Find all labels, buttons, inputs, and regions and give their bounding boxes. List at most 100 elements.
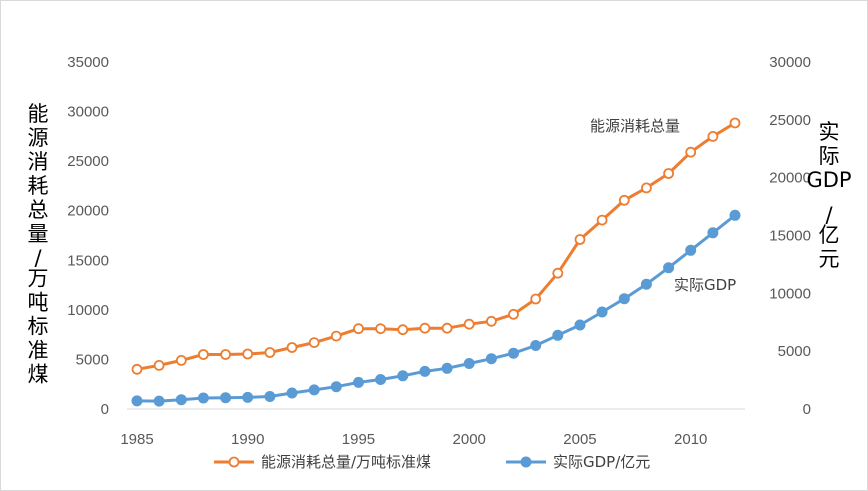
data-point-energy-1996	[375, 323, 387, 335]
axis-label-glyph: 万	[28, 266, 49, 290]
data-point-energy-1998	[419, 322, 431, 334]
axis-label-glyph: 标	[28, 314, 49, 338]
axis-label-glyph: 准	[28, 338, 49, 362]
data-point-energy-2010	[685, 146, 697, 158]
data-point-gdp-1991	[264, 391, 276, 402]
legend-label-energy: 能源消耗总量/万吨标准煤	[261, 453, 431, 471]
axis-label-glyph: /	[34, 246, 42, 270]
axis-label-glyph: 源	[28, 126, 49, 150]
axis-label-glyph: /	[825, 203, 833, 227]
right-tick-label: 30000	[769, 54, 811, 71]
data-point-energy-1988	[197, 349, 209, 360]
series-end-label-energy: 能源消耗总量	[590, 117, 680, 135]
x-tick-label: 2005	[563, 431, 596, 448]
axis-label-glyph: GDP	[806, 168, 851, 192]
x-tick-label: 1985	[120, 431, 153, 448]
axis-label-glyph: 总	[28, 198, 49, 222]
data-point-gdp-2010	[685, 244, 697, 256]
data-point-gdp-1996	[375, 374, 387, 385]
legend-label-gdp: 实际GDP/亿元	[553, 453, 650, 471]
left-axis-ticks: 0 5000 10000 15000 20000 25000 30000 35000	[67, 54, 109, 418]
data-point-energy-2002	[508, 308, 519, 320]
series-layer	[131, 117, 741, 407]
data-point-energy-2011	[707, 130, 719, 142]
left-tick-label: 5000	[76, 351, 109, 368]
data-point-energy-2003	[530, 293, 542, 305]
data-point-gdp-1998	[419, 365, 431, 377]
x-axis-ticks: 1985 1990 1995 2000 2005 2010	[120, 431, 707, 448]
data-point-energy-2000	[463, 318, 475, 330]
x-tick-label: 2010	[674, 431, 707, 448]
data-point-gdp-1988	[197, 392, 209, 404]
axis-label-glyph: 元	[819, 247, 840, 271]
right-tick-label: 0	[803, 401, 811, 418]
data-point-gdp-2008	[640, 278, 652, 290]
data-point-gdp-1994	[330, 381, 342, 393]
right-tick-label: 10000	[769, 285, 811, 302]
series-end-label-gdp: 实际GDP	[674, 276, 736, 294]
series-line-energy	[136, 121, 736, 371]
data-point-energy-2009	[663, 168, 674, 179]
axis-label-glyph: 亿	[819, 223, 840, 247]
data-point-gdp-1990	[242, 391, 254, 403]
data-point-energy-2006	[596, 214, 608, 226]
axis-label-glyph: 煤	[28, 362, 49, 386]
data-point-energy-1993	[308, 337, 320, 349]
data-point-energy-2001	[485, 315, 497, 327]
legend-marker-gdp	[520, 456, 532, 468]
series-line-gdp	[136, 214, 736, 403]
data-point-energy-2007	[618, 194, 630, 206]
data-point-gdp-1992	[286, 387, 298, 399]
x-tick-label: 1995	[342, 431, 375, 448]
axis-label-glyph: 能	[28, 102, 49, 126]
data-point-energy-1986	[153, 359, 165, 371]
data-point-energy-1999	[441, 322, 453, 334]
data-point-gdp-2001	[485, 353, 497, 365]
left-tick-label: 25000	[67, 153, 109, 170]
left-axis-label: 能源消耗总量/万吨标准煤	[28, 102, 49, 386]
data-point-gdp-1993	[308, 384, 320, 396]
data-point-gdp-1997	[397, 370, 409, 382]
axis-label-glyph: 实	[819, 120, 840, 144]
axis-label-glyph: 量	[28, 222, 49, 246]
left-tick-label: 30000	[67, 104, 109, 121]
left-tick-label: 0	[101, 401, 109, 418]
data-point-energy-1989	[220, 349, 232, 360]
legend-marker-energy	[228, 456, 240, 468]
right-tick-label: 15000	[769, 228, 811, 245]
data-point-gdp-2005	[574, 319, 586, 331]
data-point-gdp-1995	[353, 376, 364, 388]
data-point-energy-1992	[286, 342, 298, 353]
data-point-energy-1985	[131, 363, 143, 375]
left-tick-label: 10000	[67, 302, 109, 319]
data-point-energy-1990	[242, 348, 254, 360]
axis-label-glyph: 耗	[28, 174, 49, 198]
data-point-gdp-2004	[552, 329, 564, 341]
data-point-energy-2004	[552, 267, 564, 279]
data-point-gdp-2002	[508, 347, 519, 359]
data-point-gdp-2003	[530, 340, 542, 351]
data-point-gdp-1989	[220, 392, 232, 404]
data-point-gdp-2009	[663, 262, 675, 274]
data-point-energy-2012	[729, 117, 741, 129]
data-point-energy-1987	[175, 354, 187, 366]
left-tick-label: 35000	[67, 54, 109, 71]
data-point-gdp-2000	[463, 358, 475, 369]
data-point-gdp-1999	[441, 362, 453, 374]
axis-label-glyph: 际	[819, 144, 840, 168]
left-tick-label: 15000	[67, 252, 109, 269]
data-point-energy-2008	[641, 182, 652, 194]
right-axis-ticks: 0 5000 10000 15000 20000 25000 30000	[769, 54, 811, 418]
data-point-energy-1994	[330, 330, 342, 342]
data-point-energy-2005	[574, 234, 586, 245]
data-point-energy-1995	[353, 323, 364, 335]
right-tick-label: 20000	[769, 170, 811, 187]
right-tick-label: 5000	[778, 343, 811, 360]
data-point-gdp-2006	[596, 306, 608, 318]
data-point-energy-1991	[264, 347, 276, 358]
data-point-gdp-2011	[707, 227, 719, 239]
data-point-gdp-1985	[131, 395, 143, 407]
legend: 能源消耗总量/万吨标准煤 实际GDP/亿元	[214, 453, 650, 471]
